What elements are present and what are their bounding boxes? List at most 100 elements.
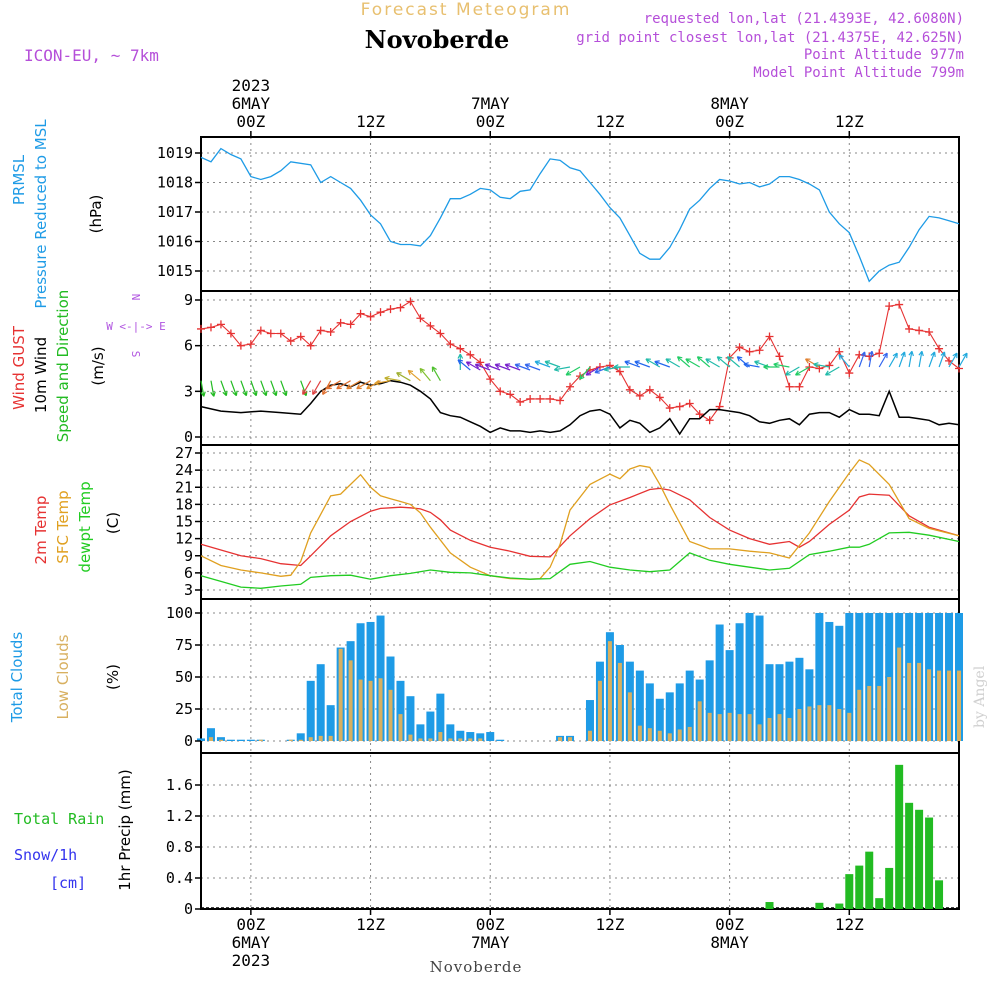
low-cloud-bar [767,717,772,741]
watermark: by Angel [972,665,988,728]
wind-direction-arrow [544,360,561,368]
total-cloud-bar [865,613,874,741]
wind-direction-arrow [474,363,491,371]
wind-direction-arrow [565,366,581,376]
rain-bar [855,865,864,909]
wind-direction-arrow [336,380,351,390]
wind-direction-arrow [457,359,471,371]
dewpoint-line [200,531,960,589]
low-cloud-bar [428,738,433,741]
gust-label: Wind GUST [10,325,28,410]
total-cloud-bar [795,657,804,741]
top-time-label: 6MAY [232,94,271,113]
low-cloud-bar [827,705,832,741]
gust-marker [635,391,644,400]
total-cloud-bar [416,724,425,741]
wind-direction-arrow [868,350,875,368]
low-cloud-bar [218,739,223,741]
snow-units: [cm] [50,874,86,892]
y-tick-label: 1.6 [166,776,193,794]
gust-marker [905,324,914,333]
gust-marker [695,410,704,419]
wind-direction-arrow [407,369,421,382]
total-cloud-bar [396,680,405,741]
y-tick-label: 1018 [157,174,193,192]
total-cloud-bar [715,624,724,741]
low-cloud-bar [737,714,742,741]
low-cloud-bar [687,726,692,741]
low-cloud-bar [358,679,363,741]
wind-direction-arrow [200,380,206,397]
y-tick-label: 1019 [157,144,193,162]
rain-bar [935,880,944,909]
low-cloud-bar [667,733,672,741]
y-tick-label: 0 [184,900,193,918]
wind-label: 10m Wind [32,337,50,413]
total-cloud-bar [496,739,505,741]
top-time-label: 2023 [232,76,271,95]
gust-marker [376,308,385,317]
precip-units: 1hr Precip (mm) [116,769,134,890]
gust-marker [945,356,954,365]
gust-marker [825,361,834,370]
gust-marker [306,341,315,350]
gust-marker [236,341,245,350]
low-cloud-bar [707,712,712,741]
clouds-units: (%) [104,664,122,690]
wind-direction-arrow [824,366,840,376]
y-tick-label: 1.2 [166,807,193,825]
gust-marker [775,352,784,361]
wind-direction-arrow [374,379,391,386]
bottom-time-label: 7MAY [471,933,510,952]
gust-marker [266,329,275,338]
gust-marker [556,396,565,405]
y-tick-label: 18 [175,495,193,513]
total-cloud-bar [306,680,315,741]
top-time-label: 00Z [715,112,744,131]
panel-frame [200,752,960,910]
wind-direction-arrow [676,356,691,368]
low-cloud-bar [398,714,403,741]
gust-marker [655,393,664,402]
y-tick-label: 9 [184,291,193,309]
wind-direction-arrow [484,363,501,371]
total-cloud-bar [735,623,744,741]
wind-direction-arrow [624,360,641,368]
total-cloud-bar [815,613,824,741]
y-tick-label: 1015 [157,262,193,280]
wind-direction-arrow [494,363,511,371]
total-cloud-bar [765,664,774,741]
gust-marker [197,324,205,333]
wind-direction-arrow [312,380,322,396]
gust-marker [346,320,355,329]
top-time-label: 8MAY [710,94,749,113]
total-cloud-bar [226,739,235,741]
wind-direction-arrow [838,354,850,368]
wind-direction-arrow [240,380,248,397]
y-tick-label: 25 [175,700,193,718]
wind-direction-arrow [524,363,541,371]
low-cloud-bar [558,737,563,741]
y-tick-label: 27 [175,444,193,462]
total-cloud-bar [585,700,594,741]
low-cloud-bar [847,712,852,741]
wind-direction-arrow [250,380,258,397]
y-tick-label: 100 [166,604,193,622]
total-cloud-bar [805,669,814,741]
rain-bar [845,874,854,909]
bottom-time-label: 00Z [236,915,265,934]
total-clouds-label: Total Clouds [8,632,26,724]
top-time-label: 12Z [595,112,624,131]
low-cloud-bar [348,660,353,741]
wind-direction-arrow [230,380,238,397]
low-cloud-bar [388,689,393,741]
y-tick-label: 50 [175,668,193,686]
wind-speed-line [200,379,960,436]
low-cloud-bar [568,737,573,741]
low-cloud-bar [757,724,762,741]
gust-marker [426,321,435,330]
gust-marker [336,318,345,327]
total-cloud-bar [316,664,325,741]
low-cloud-bar [438,732,443,741]
gust-marker [625,385,634,394]
